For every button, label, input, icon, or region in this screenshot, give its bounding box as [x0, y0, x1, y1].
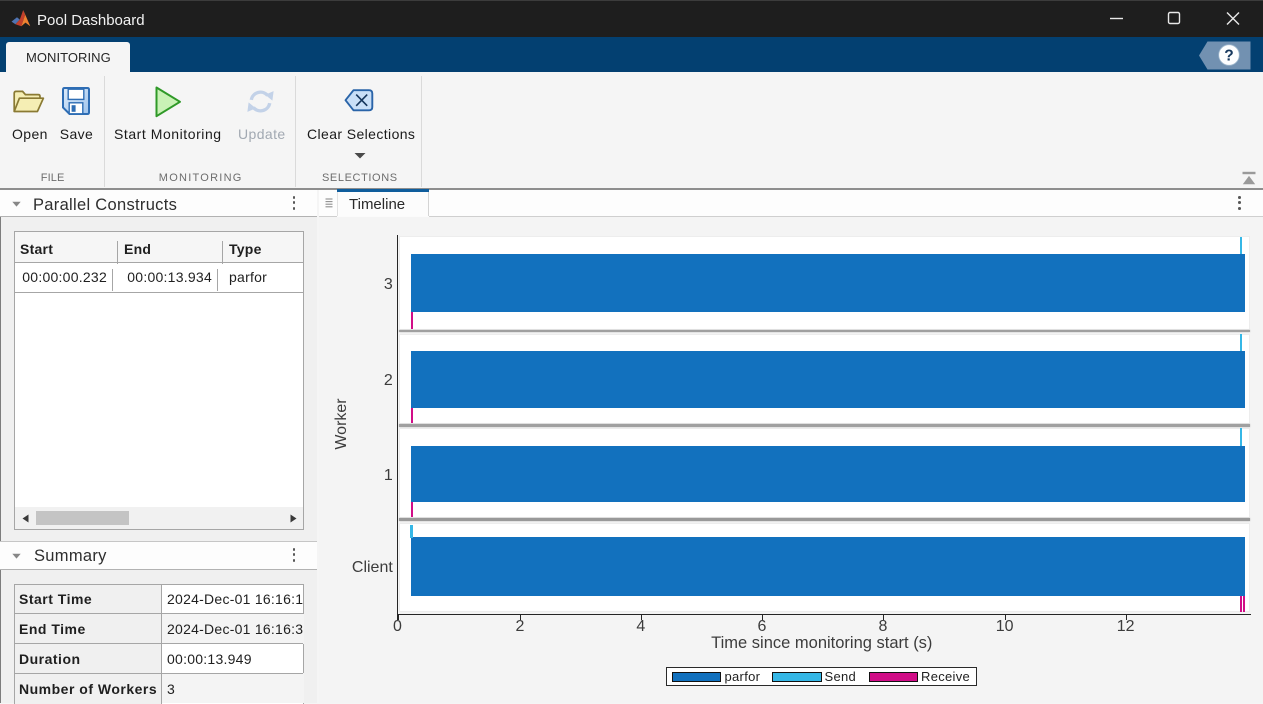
svg-text:?: ? [1224, 47, 1233, 64]
